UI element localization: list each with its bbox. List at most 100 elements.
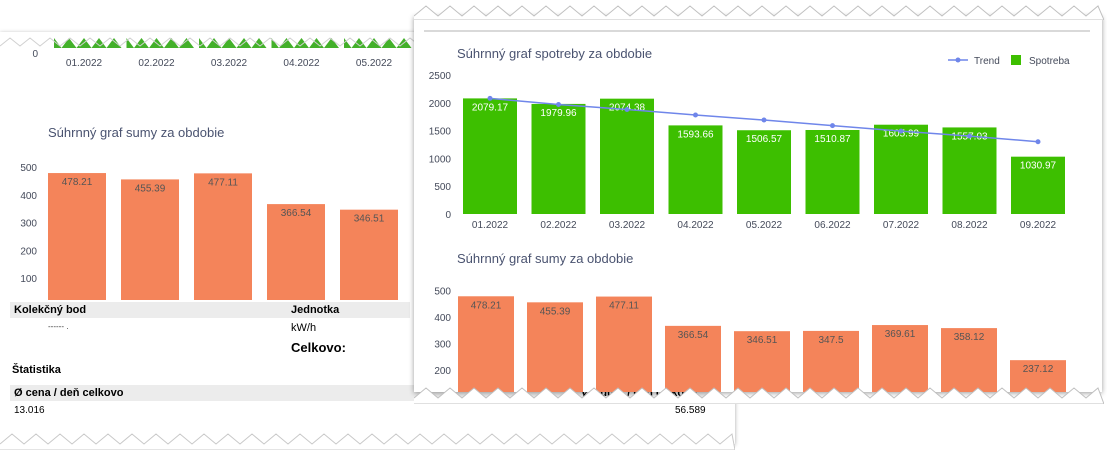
data-label: 347.5	[818, 335, 843, 346]
data-label: 366.54	[281, 208, 312, 219]
trend-point	[693, 112, 698, 118]
strip-bar	[126, 38, 194, 48]
bar	[1010, 360, 1066, 392]
bar	[734, 331, 790, 392]
trend-point	[556, 101, 561, 107]
bar	[665, 325, 721, 392]
data-label: 369.61	[885, 329, 916, 340]
trend-point	[761, 117, 767, 123]
collection-point-value: ------ .	[48, 322, 69, 331]
trend-point	[830, 123, 835, 129]
y-tick-label: 1000	[429, 154, 452, 165]
bar	[668, 125, 723, 214]
stats-title: Štatistika	[12, 364, 61, 376]
bar	[531, 103, 586, 214]
top-bar-strip: 0 01.2022 02.2022 03.2022 04.2022 05.2022	[32, 38, 412, 69]
x-tick-label: 06.2022	[814, 220, 851, 231]
data-label: 1605.99	[883, 129, 920, 140]
bar	[463, 98, 517, 214]
y-tick-label: 0	[445, 210, 451, 221]
trend-point	[898, 128, 904, 134]
sum-chart-back: Súhrnný graf sumy za obdobie010020030040…	[20, 125, 398, 300]
data-label: 478.21	[471, 300, 502, 311]
data-label: 237.12	[1023, 364, 1054, 375]
y-tick-label: 500	[434, 287, 451, 298]
x-tick-label: 09.2022	[1020, 220, 1057, 231]
y-tick-label: 2000	[429, 99, 452, 110]
y-tick-label: 400	[20, 191, 37, 202]
data-label: 455.39	[540, 306, 571, 317]
data-label: 358.12	[954, 332, 985, 343]
collection-table-header	[10, 302, 410, 318]
total-label: Celkovo:	[291, 340, 346, 355]
x-tick-label: 02.2022	[540, 220, 577, 231]
data-label: 478.21	[62, 177, 93, 188]
sum-chart-title: Súhrnný graf sumy za obdobie	[457, 251, 634, 266]
y-tick-label: 400	[434, 313, 451, 324]
sum-chart-front: 200 300 400 500 478.21 455.39 477.11 366.54 346.…	[434, 287, 1066, 392]
trend-point	[487, 95, 493, 101]
data-label: 366.54	[678, 330, 709, 341]
data-label: 1506.57	[746, 134, 783, 145]
trend-point	[624, 106, 630, 112]
data-label: 1979.96	[540, 108, 577, 119]
x-tick-label: 01.2022	[472, 220, 509, 231]
bar	[48, 173, 106, 300]
legend-trend-marker	[955, 57, 961, 63]
legend-bars-label: Spotreba	[1029, 56, 1070, 67]
x-tick-label: 05.2022	[746, 220, 783, 231]
back-sheet-torn-bottom	[0, 433, 735, 450]
data-label: 455.39	[135, 183, 166, 194]
bar	[874, 124, 928, 214]
strip-month-label: 04.2022	[283, 58, 320, 69]
legend-trend-label: Trend	[974, 56, 1000, 67]
stats-header-price: Ø cena / deň celkovo	[14, 387, 124, 399]
bar	[596, 296, 652, 392]
x-tick-label: 04.2022	[677, 220, 714, 231]
legend: Trend Spotreba	[948, 55, 1070, 67]
strip-month-label: 03.2022	[211, 58, 248, 69]
strip-bar	[271, 38, 339, 48]
x-tick-label: 07.2022	[883, 220, 920, 231]
legend-bars-swatch	[1011, 55, 1021, 65]
trend-point	[1035, 139, 1041, 145]
front-sheet-torn-top	[414, 5, 1104, 20]
data-label: 1593.66	[677, 129, 714, 140]
strip-zero-tick: 0	[32, 49, 38, 60]
header-unit: Jednotka	[291, 304, 340, 316]
back-sheet-torn-top	[0, 37, 420, 47]
y-tick-label: 2500	[429, 71, 452, 82]
bar	[1011, 156, 1065, 214]
chart-title: Súhrnný graf sumy za obdobie	[48, 125, 224, 140]
strip-bar	[199, 38, 267, 48]
y-tick-label: 1500	[429, 127, 452, 138]
stats-consumption-value: 56.589	[675, 405, 706, 416]
consumption-chart: 0 500 1000 1500 2000 2500 2079.17 01.2022 1979.9…	[429, 71, 1065, 231]
bar	[340, 209, 398, 300]
consumption-chart-title: Súhrnný graf spotreby za obdobie	[457, 46, 653, 61]
bar	[872, 325, 928, 392]
bar	[805, 129, 860, 214]
stats-price-value: 13.016	[14, 405, 45, 416]
bar	[600, 98, 654, 214]
y-tick-label: 300	[20, 219, 37, 230]
front-sheet-torn-bottom	[414, 387, 1104, 404]
y-tick-label: 100	[20, 274, 37, 285]
bar	[458, 296, 514, 392]
unit-value: kW/h	[291, 322, 317, 334]
x-tick-label: 03.2022	[609, 220, 646, 231]
bar	[803, 330, 859, 392]
data-label: 346.51	[354, 214, 385, 225]
y-tick-label: 500	[434, 182, 451, 193]
x-tick-label: 08.2022	[951, 220, 988, 231]
y-tick-label: 200	[434, 366, 451, 377]
front-report-page: Súhrnný graf spotreby za obdobie Trend S…	[414, 16, 1102, 392]
data-label: 477.11	[609, 301, 639, 312]
data-label: 346.51	[747, 335, 778, 346]
bar	[942, 127, 997, 214]
y-tick-label: 300	[434, 340, 451, 351]
y-tick-label: 200	[20, 246, 37, 257]
bar	[737, 130, 791, 214]
data-label: 2079.17	[472, 102, 509, 113]
top-rule	[424, 30, 1090, 32]
